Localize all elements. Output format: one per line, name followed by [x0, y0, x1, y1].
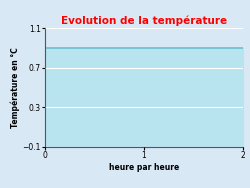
X-axis label: heure par heure: heure par heure [108, 163, 179, 172]
Title: Evolution de la température: Evolution de la température [61, 16, 227, 26]
Y-axis label: Température en °C: Température en °C [10, 47, 20, 128]
